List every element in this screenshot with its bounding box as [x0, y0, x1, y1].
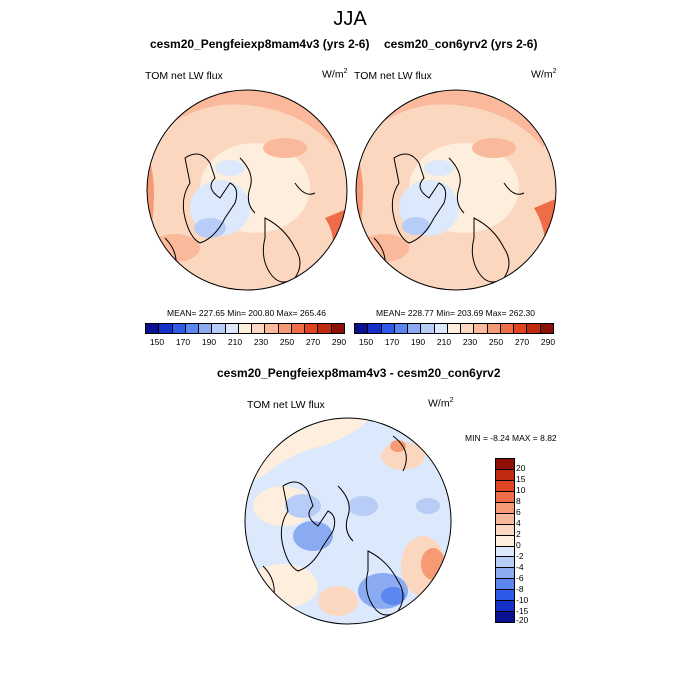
diff-tick: 8 [516, 496, 521, 506]
colorbar-swatch [146, 324, 160, 333]
colorbar-swatch [212, 324, 226, 333]
colorbar-swatch [496, 612, 514, 623]
panel-1-tick: 190 [201, 337, 217, 347]
diff-panel-variable: TOM net LW flux [247, 399, 325, 411]
colorbar-swatch [265, 324, 279, 333]
colorbar-swatch [185, 324, 200, 333]
colorbar-swatch [496, 513, 514, 525]
colorbar-swatch [434, 324, 448, 333]
colorbar-swatch [225, 324, 239, 333]
colorbar-swatch [496, 469, 514, 481]
diff-tick: 20 [516, 463, 526, 473]
colorbar-swatch [496, 590, 514, 602]
diff-tick: -15 [516, 606, 529, 616]
colorbar-swatch [394, 324, 409, 333]
colorbar-swatch [496, 524, 514, 536]
panel-2-tick: 250 [488, 337, 504, 347]
diff-panel-polar-map [244, 417, 452, 625]
diff-tick: 15 [516, 474, 526, 484]
panel-2-tick: 230 [462, 337, 478, 347]
panel-2-tick: 150 [358, 337, 374, 347]
colorbar-swatch [474, 324, 488, 333]
panel-1-tick: 290 [331, 337, 347, 347]
diff-panel-minmax: MIN = -8.24 MAX = 8.82 [465, 433, 557, 443]
colorbar-swatch [172, 324, 186, 333]
colorbar-swatch [199, 324, 213, 333]
colorbar-swatch [238, 324, 253, 333]
colorbar-swatch [252, 324, 266, 333]
panel-2-colorbar [354, 323, 554, 334]
panel-2-units: W/m2 [531, 68, 557, 81]
colorbar-swatch [527, 324, 541, 333]
panel-1-colorbar [145, 323, 345, 334]
panel-1-tick: 210 [227, 337, 243, 347]
colorbar-swatch [278, 324, 292, 333]
colorbar-swatch [496, 568, 514, 580]
colorbar-swatch [500, 324, 515, 333]
diff-tick: -8 [516, 584, 524, 594]
panel-2-tick: 270 [514, 337, 530, 347]
colorbar-swatch [381, 324, 395, 333]
diff-tick: -20 [516, 615, 529, 625]
diff-tick: 2 [516, 529, 521, 539]
colorbar-swatch [331, 324, 344, 333]
diff-tick: -2 [516, 551, 524, 561]
panel-1-tick: 150 [149, 337, 165, 347]
colorbar-swatch [514, 324, 528, 333]
panel-2-tick: 210 [436, 337, 452, 347]
panel-2-title: cesm20_con6yrv2 (yrs 2-6) [384, 37, 538, 51]
panel-1-tick: 250 [279, 337, 295, 347]
panel-2-tick: 190 [410, 337, 426, 347]
colorbar-swatch [421, 324, 435, 333]
panel-2-polar-map [355, 89, 557, 291]
panel-2-tick: 170 [384, 337, 400, 347]
diff-tick: 4 [516, 518, 521, 528]
panel-2-variable: TOM net LW flux [354, 70, 432, 82]
diff-colorbar [495, 458, 515, 623]
diff-tick: -4 [516, 562, 524, 572]
colorbar-swatch [496, 502, 514, 514]
diff-tick: -6 [516, 573, 524, 583]
diff-tick: -10 [516, 595, 529, 605]
colorbar-swatch [408, 324, 422, 333]
colorbar-swatch [496, 491, 514, 503]
colorbar-swatch [496, 601, 514, 613]
panel-1-tick: 170 [175, 337, 191, 347]
colorbar-swatch [496, 579, 514, 591]
figure-title: JJA [333, 8, 367, 30]
panel-2-stats: MEAN= 228.77 Min= 203.69 Max= 262.30 [376, 308, 536, 318]
diff-tick: 0 [516, 540, 521, 550]
colorbar-swatch [496, 480, 514, 492]
colorbar-swatch [496, 557, 514, 569]
panel-1-tick: 230 [253, 337, 269, 347]
colorbar-swatch [496, 459, 514, 470]
diff-panel-title: cesm20_Pengfeiexp8mam4v3 - cesm20_con6yr… [217, 366, 501, 380]
colorbar-swatch [461, 324, 475, 333]
diff-tick: 6 [516, 507, 521, 517]
panel-1-stats: MEAN= 227.65 Min= 200.80 Max= 265.46 [167, 308, 327, 318]
colorbar-swatch [496, 535, 514, 547]
panel-2-tick: 290 [540, 337, 556, 347]
diff-panel-units: W/m2 [428, 397, 454, 410]
panel-1-variable: TOM net LW flux [145, 70, 223, 82]
colorbar-swatch [540, 324, 553, 333]
panel-1-title: cesm20_Pengfeiexp8mam4v3 (yrs 2-6) [150, 37, 370, 51]
colorbar-swatch [487, 324, 501, 333]
diff-tick: 10 [516, 485, 526, 495]
colorbar-swatch [355, 324, 369, 333]
colorbar-swatch [318, 324, 332, 333]
panel-1-polar-map [146, 89, 348, 291]
colorbar-swatch [305, 324, 319, 333]
colorbar-swatch [291, 324, 306, 333]
colorbar-swatch [447, 324, 462, 333]
colorbar-swatch [159, 324, 173, 333]
colorbar-swatch [368, 324, 382, 333]
panel-1-units: W/m2 [322, 68, 348, 81]
panel-1-tick: 270 [305, 337, 321, 347]
colorbar-swatch [496, 546, 514, 558]
